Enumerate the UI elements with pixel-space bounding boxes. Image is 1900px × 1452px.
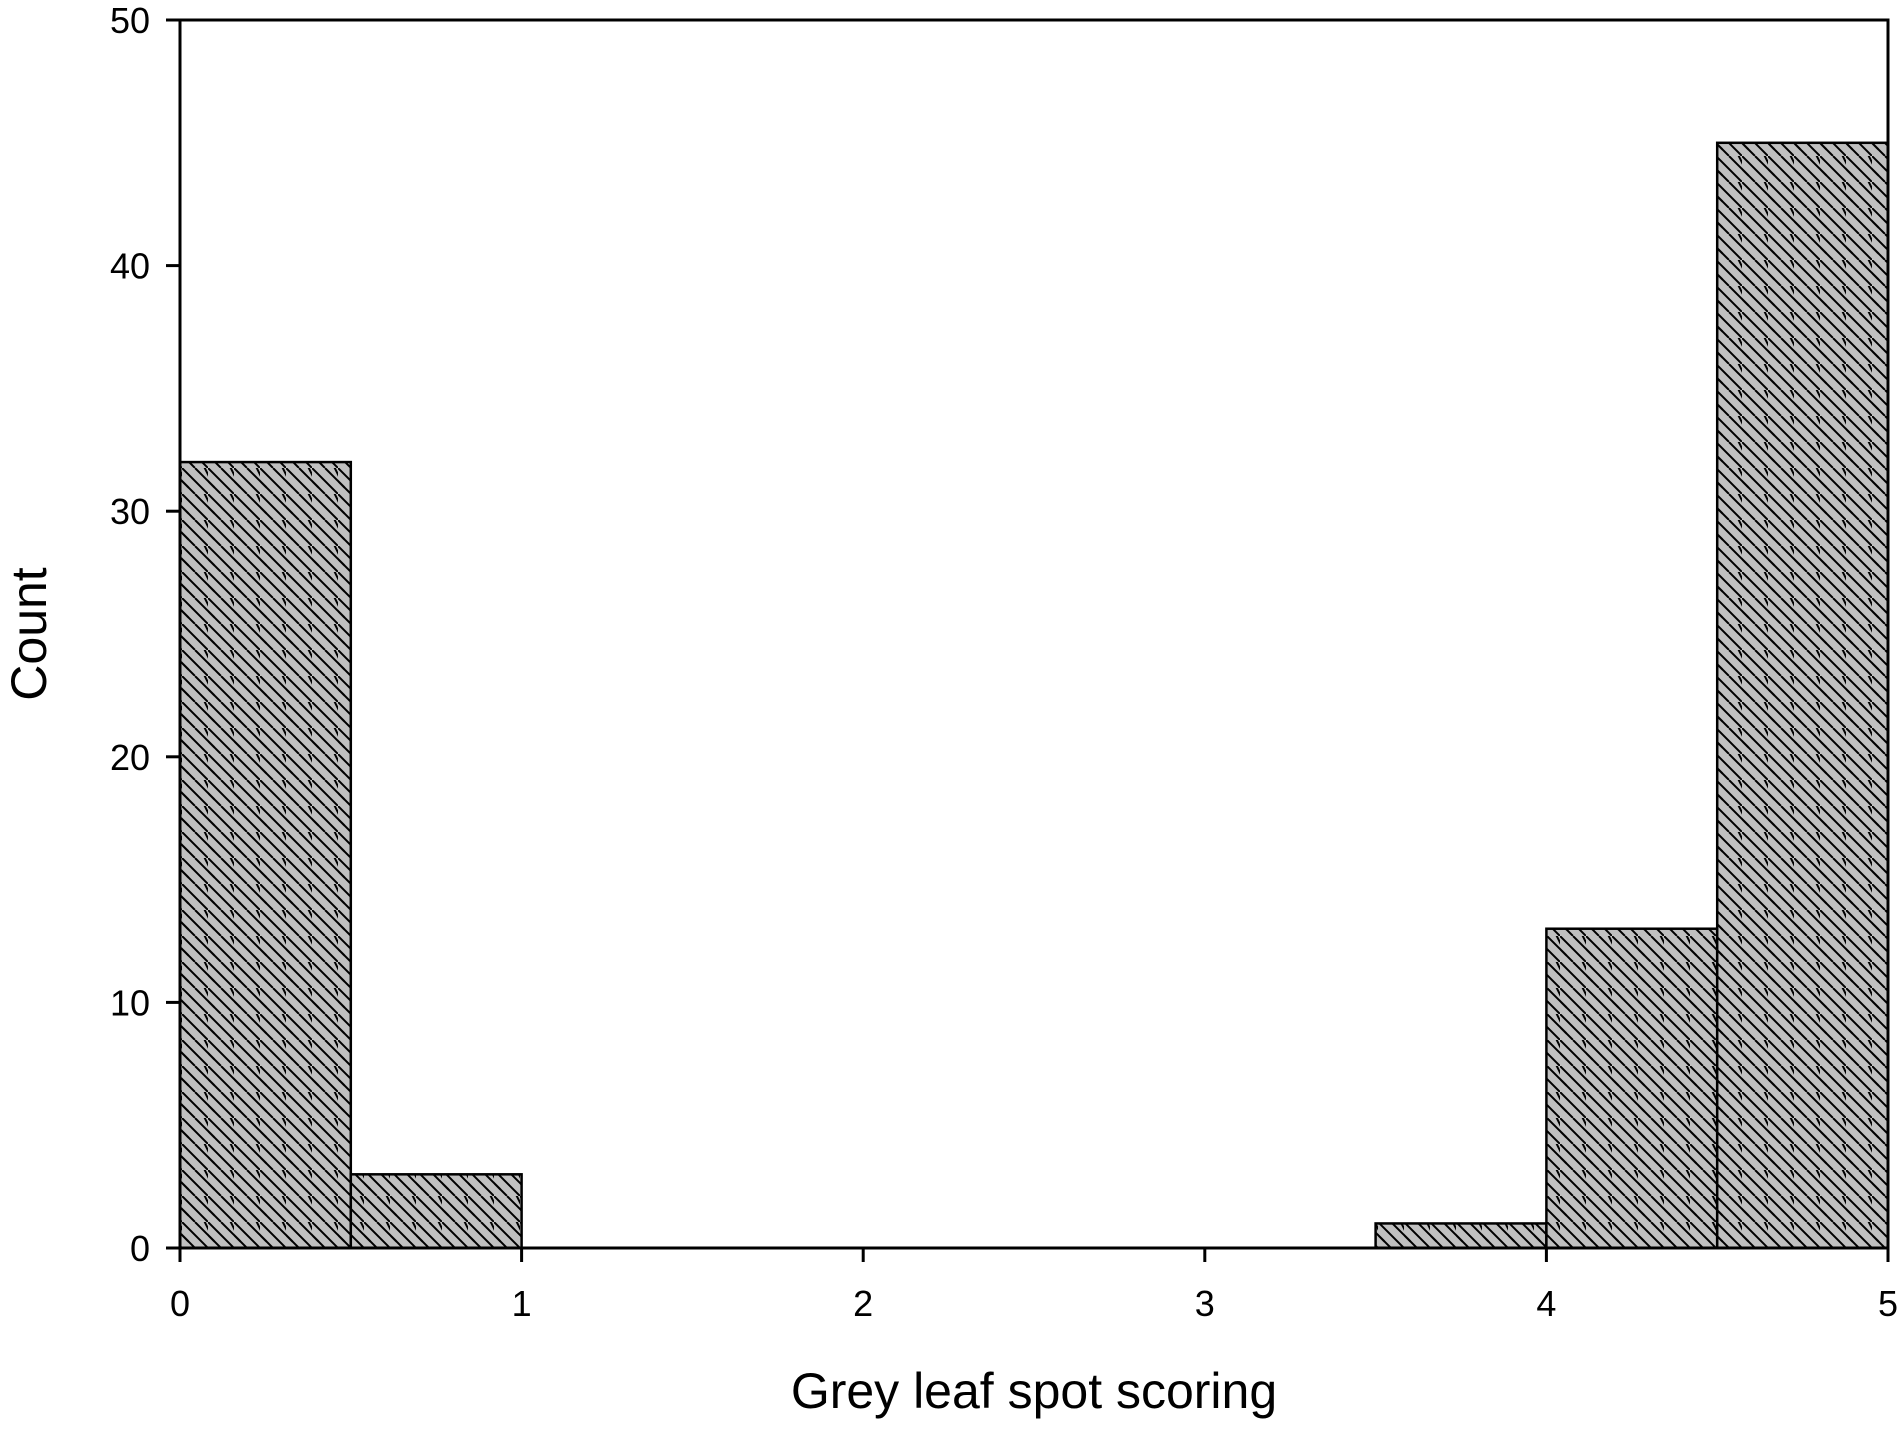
x-tick-label: 4 bbox=[1536, 1283, 1556, 1324]
histogram-bar bbox=[1374, 1222, 1548, 1250]
x-tick-label: 5 bbox=[1878, 1283, 1898, 1324]
y-tick-label: 20 bbox=[110, 737, 150, 778]
plot-area-frame bbox=[178, 18, 1890, 1250]
y-axis: 0 10 20 30 40 50 bbox=[110, 0, 180, 1269]
histogram-bar bbox=[1545, 927, 1719, 1250]
histogram-bar bbox=[1715, 141, 1890, 1250]
histogram-bar bbox=[349, 1173, 523, 1250]
x-tick-label: 1 bbox=[512, 1283, 532, 1324]
histogram-bar bbox=[178, 460, 353, 1250]
y-axis-title: Count bbox=[1, 567, 57, 701]
y-tick-label: 0 bbox=[130, 1228, 150, 1269]
x-tick-label: 0 bbox=[170, 1283, 190, 1324]
y-tick-label: 50 bbox=[110, 0, 150, 41]
x-tick-label: 3 bbox=[1195, 1283, 1215, 1324]
x-axis-title: Grey leaf spot scoring bbox=[791, 1363, 1277, 1419]
y-tick-label: 30 bbox=[110, 491, 150, 532]
x-axis: 0 1 2 3 4 5 bbox=[170, 1248, 1898, 1324]
x-tick-label: 2 bbox=[853, 1283, 873, 1324]
y-tick-label: 40 bbox=[110, 246, 150, 287]
bars bbox=[178, 141, 1890, 1250]
y-tick-label: 10 bbox=[110, 982, 150, 1023]
